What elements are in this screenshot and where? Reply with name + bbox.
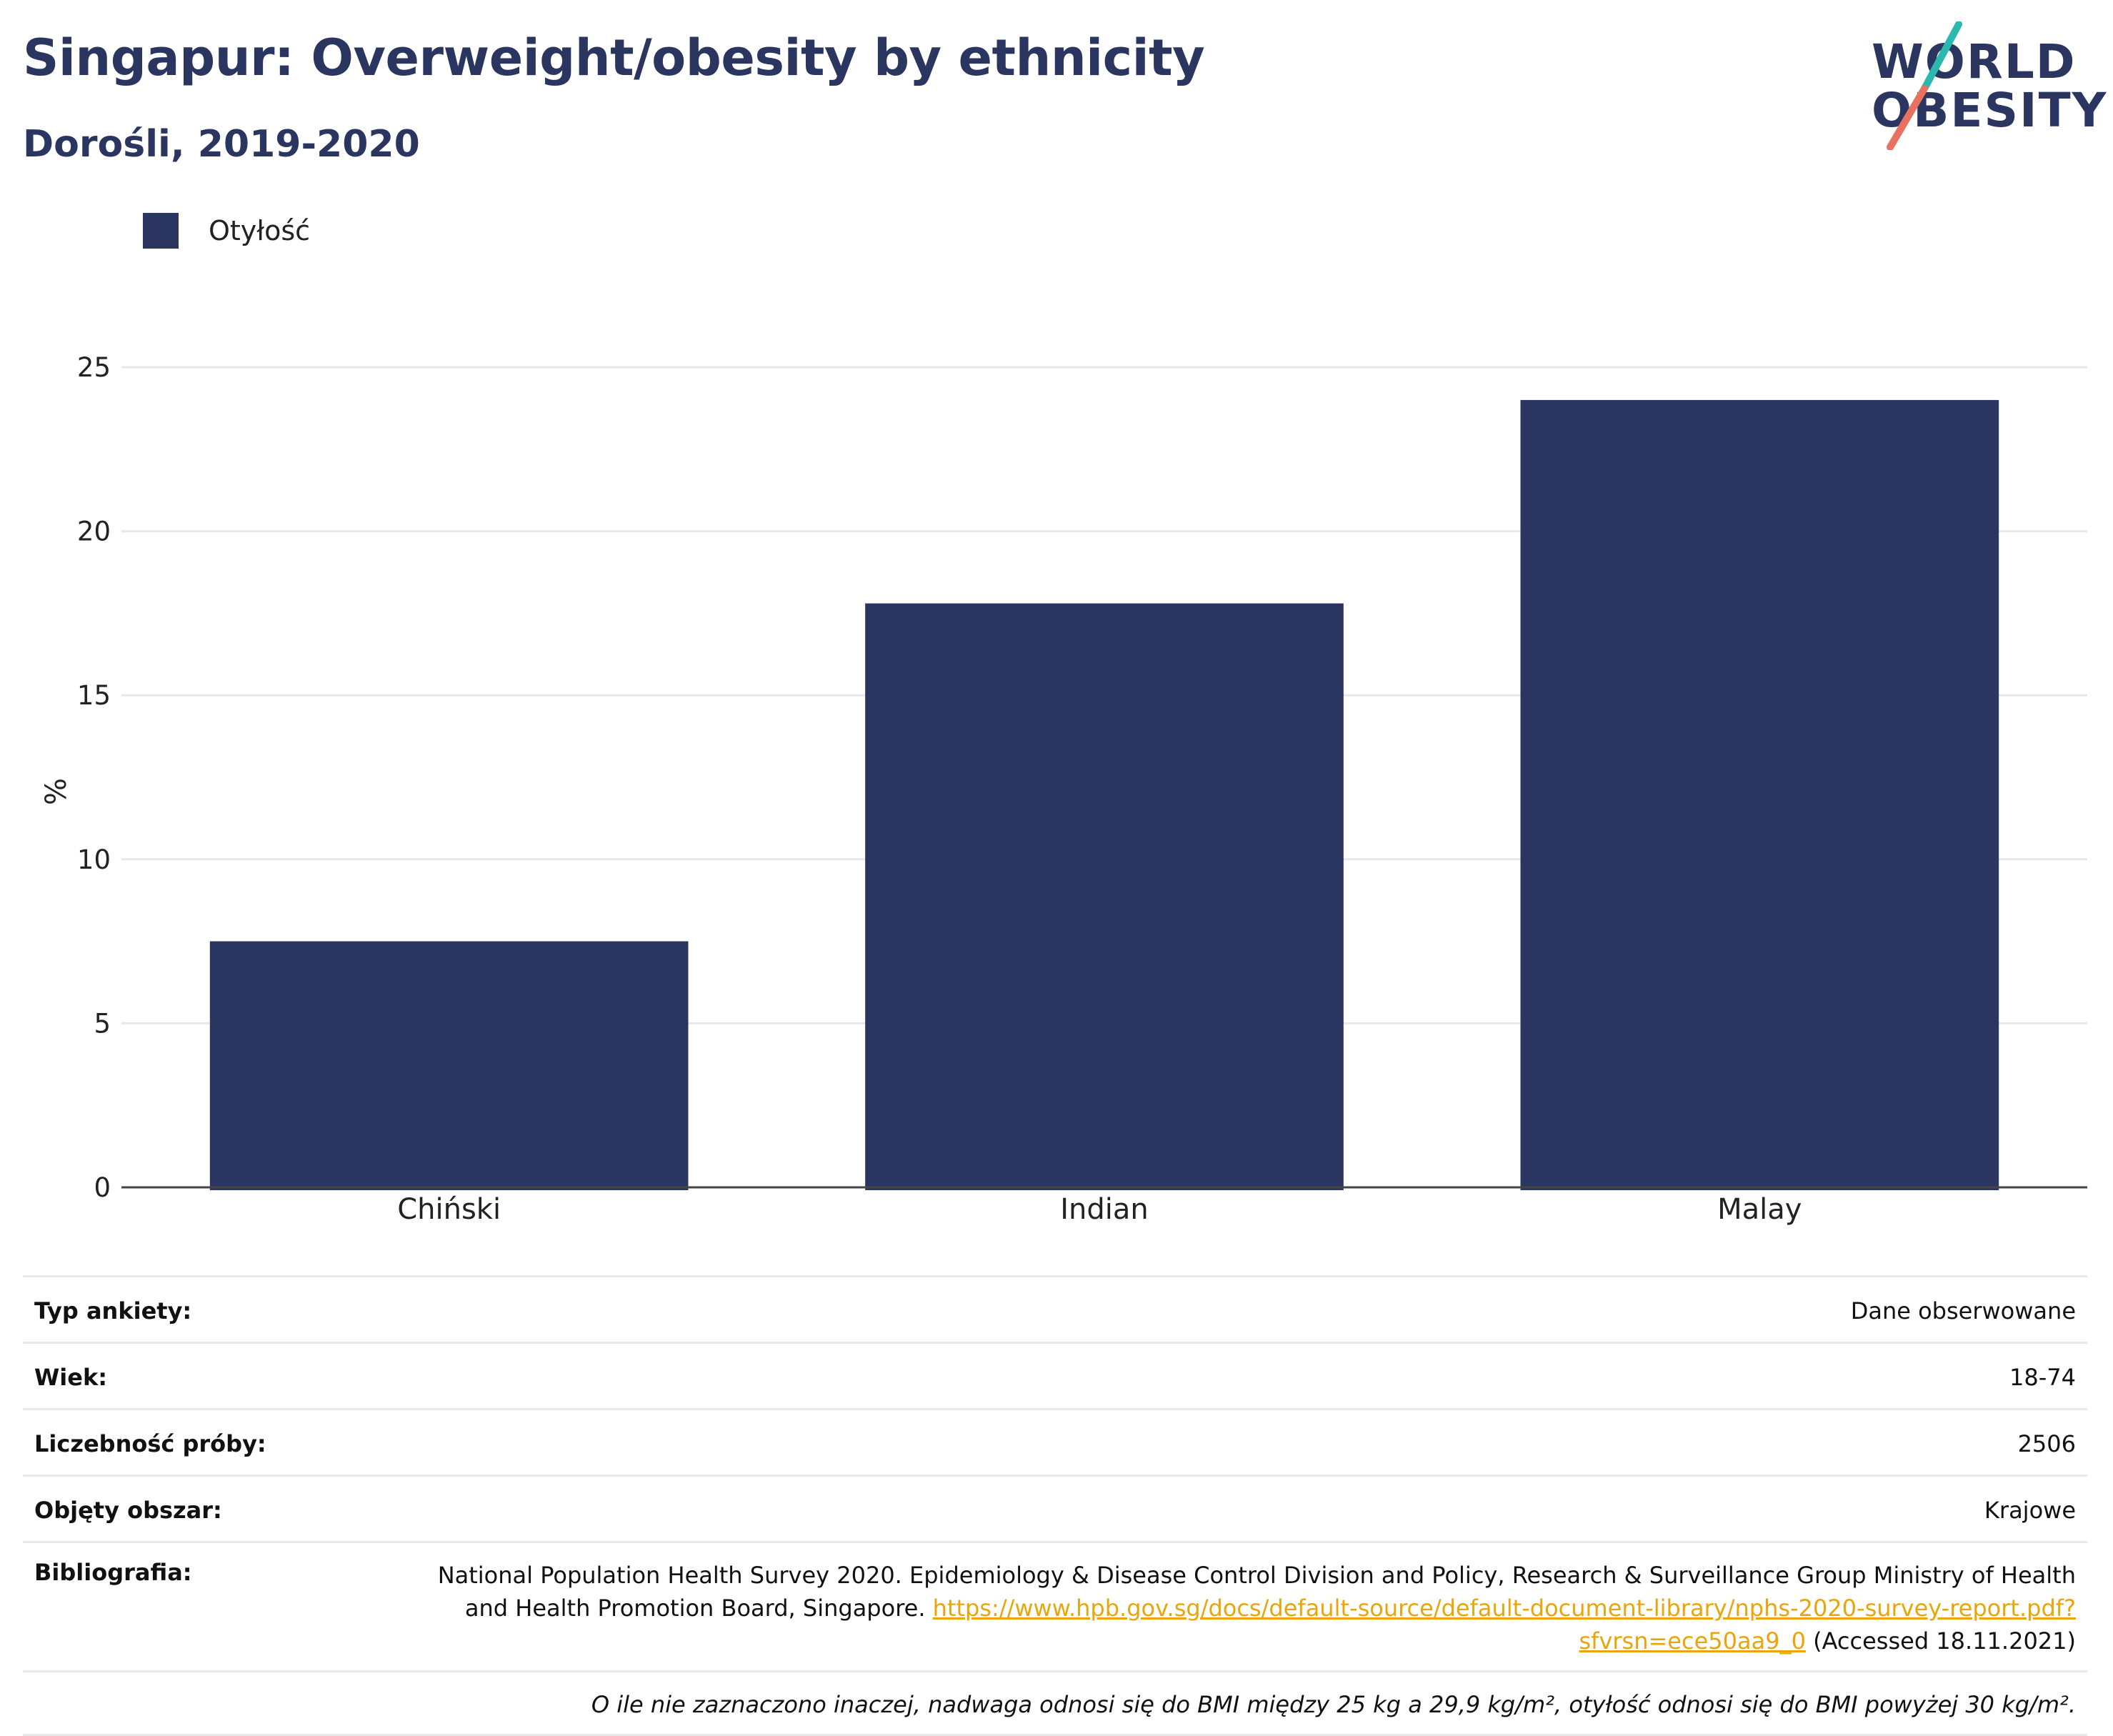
info-row-survey-type: Typ ankiety: Dane obserwowane xyxy=(23,1275,2087,1342)
info-value: 2506 xyxy=(2017,1430,2076,1457)
y-tick-label: 15 xyxy=(77,680,111,711)
info-label: Typ ankiety: xyxy=(34,1297,192,1325)
x-category-label: Chiński xyxy=(397,1193,501,1226)
x-category-label: Malay xyxy=(1717,1193,1802,1226)
info-value: 18-74 xyxy=(2009,1364,2076,1391)
info-label: Bibliografia: xyxy=(34,1559,192,1586)
legend-swatch xyxy=(143,213,179,249)
bibliography-link[interactable]: https://www.hpb.gov.sg/docs/default-sour… xyxy=(932,1595,2076,1655)
bar xyxy=(209,941,689,1190)
bmi-definition-note: O ile nie zaznaczono inaczej, nadwaga od… xyxy=(23,1670,2087,1736)
info-label: Wiek: xyxy=(34,1364,108,1391)
legend-label-obesity: Otyłość xyxy=(209,215,311,246)
y-tick-label: 25 xyxy=(77,352,111,383)
info-value: Dane obserwowane xyxy=(1850,1297,2076,1325)
chart-subtitle: Dorośli, 2019-2020 xyxy=(23,123,420,166)
info-label: Liczebność próby: xyxy=(34,1430,266,1457)
legend[interactable]: Otyłość xyxy=(143,213,310,249)
x-category-label: Indian xyxy=(1060,1193,1149,1226)
info-row-sample-size: Liczebność próby: 2506 xyxy=(23,1408,2087,1475)
info-row-area: Objęty obszar: Krajowe xyxy=(23,1475,2087,1541)
y-tick-label: 5 xyxy=(94,1008,111,1039)
logo-text-world: WORLD xyxy=(1872,34,2077,89)
info-row-age: Wiek: 18-74 xyxy=(23,1342,2087,1408)
y-tick-label: 10 xyxy=(77,844,111,875)
logo-slash-icon xyxy=(1887,21,1962,150)
world-obesity-logo[interactable]: WORLD OBESITY xyxy=(1864,21,2106,150)
bibliography-citation: National Population Health Survey 2020. … xyxy=(437,1562,2076,1622)
info-row-bibliography: Bibliografia: National Population Health… xyxy=(23,1541,2087,1670)
bar xyxy=(1520,399,1999,1191)
info-value: Krajowe xyxy=(1984,1497,2076,1524)
bibliography-accessed: (Accessed 18.11.2021) xyxy=(1805,1627,2076,1655)
bibliography-text: National Population Health Survey 2020. … xyxy=(433,1559,2076,1657)
info-label: Objęty obszar: xyxy=(34,1497,222,1524)
bar-chart: 0 5 10 15 20 25 Chiński Indian Malay xyxy=(77,352,2087,1226)
bar xyxy=(865,603,1344,1190)
y-tick-label: 0 xyxy=(94,1172,111,1203)
chart-title: Singapur: Overweight/obesity by ethnicit… xyxy=(23,29,1205,87)
y-tick-label: 20 xyxy=(77,517,111,547)
info-table: Typ ankiety: Dane obserwowane Wiek: 18-7… xyxy=(23,1275,2087,1736)
